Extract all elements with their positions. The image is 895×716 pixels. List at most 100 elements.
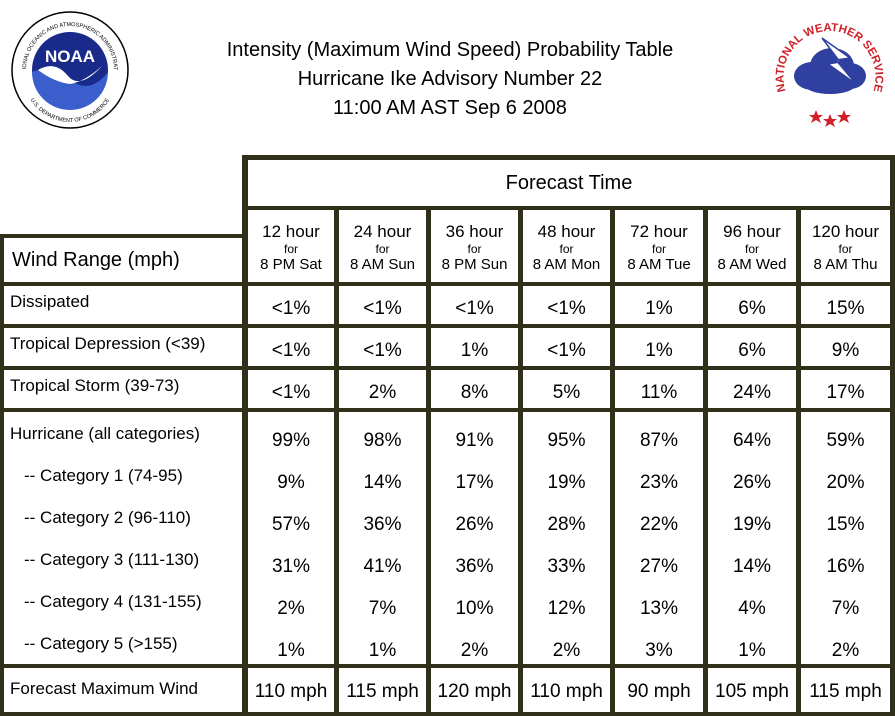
probability-value: 9%	[831, 340, 860, 361]
row-1-value-cell: 9%	[801, 328, 890, 366]
probability-value: 7%	[831, 598, 860, 619]
probability-value: 27%	[639, 556, 679, 577]
probability-value: 19%	[732, 514, 772, 535]
row-2-value-cell: 17%	[801, 370, 890, 408]
page-title: Intensity (Maximum Wind Speed) Probabili…	[150, 36, 750, 123]
column-header-when: 8 AM Tue	[627, 256, 691, 273]
probability-value: 10%	[455, 598, 494, 619]
probability-value: 87%	[639, 430, 679, 451]
noaa-logo: NOAA NATIONAL OCEANIC AND ATMOSPHERIC AD…	[8, 6, 130, 130]
probability-value: 5%	[552, 382, 581, 403]
probability-value: 1%	[738, 640, 766, 661]
probability-value: 2%	[552, 640, 581, 661]
column-header: 120 hour for 8 AM Thu	[801, 210, 890, 282]
column-header-hours: 24 hour	[353, 222, 412, 241]
probability-value: 2%	[277, 598, 305, 619]
column-header-for: for	[651, 242, 666, 256]
column-header-when: 8 PM Sun	[441, 256, 508, 273]
title-line-3: 11:00 AM AST Sep 6 2008	[333, 97, 567, 119]
probability-value: 36%	[363, 514, 402, 535]
row-0-value-cell: <1%	[339, 286, 426, 324]
column-header-when: 8 AM Mon	[532, 256, 601, 273]
probability-value: <1%	[547, 340, 586, 361]
column-header-for: for	[559, 242, 574, 256]
probability-value: <1%	[547, 298, 586, 319]
column-header-when: 8 AM Sun	[349, 256, 416, 273]
probability-value: 28%	[547, 514, 586, 535]
probability-value: 20%	[826, 472, 865, 493]
row-0-value-cell: <1%	[248, 286, 334, 324]
column-header: 36 hour for 8 PM Sun	[431, 210, 518, 282]
probability-value: 99%	[271, 430, 311, 451]
probability-value: 14%	[732, 556, 772, 577]
row-2-value-cell: <1%	[248, 370, 334, 408]
probability-value: 14%	[363, 472, 402, 493]
probability-value: 13%	[639, 598, 679, 619]
row-2-value-cell: 11%	[615, 370, 703, 408]
hurricane-value-cell: 59% 20% 15% 16% 7% 2%	[801, 412, 890, 664]
probability-value: 11%	[640, 382, 678, 403]
row-label: -- Category 4 (131-155)	[24, 592, 202, 611]
max-wind-label-cell: Forecast Maximum Wind	[4, 668, 242, 712]
column-header: 24 hour for 8 AM Sun	[339, 210, 426, 282]
forecast-time-header: Forecast Time	[248, 160, 890, 206]
row-label: -- Category 1 (74-95)	[24, 466, 183, 485]
noaa-logo-text: NOAA	[45, 47, 95, 66]
row-label: -- Category 5 (>155)	[24, 634, 178, 653]
row-1-label-cell: Tropical Depression (<39)	[4, 328, 242, 366]
probability-value: 1%	[645, 298, 673, 319]
probability-value: 17%	[826, 382, 865, 403]
column-header-hours: 48 hour	[537, 222, 596, 241]
probability-value: 31%	[271, 556, 311, 577]
row-label: -- Category 3 (111-130)	[24, 550, 200, 569]
probability-value: 4%	[738, 598, 766, 619]
probability-value: <1%	[271, 340, 311, 361]
probability-value: 2%	[460, 640, 489, 661]
column-header: 96 hour for 8 AM Wed	[708, 210, 796, 282]
max-wind-label: Forecast Maximum Wind	[10, 679, 198, 698]
row-label: Hurricane (all categories)	[10, 424, 200, 443]
probability-value: 17%	[455, 472, 494, 493]
probability-value: 15%	[826, 298, 865, 319]
row-0-value-cell: 1%	[615, 286, 703, 324]
probability-value: 3%	[645, 640, 673, 661]
hurricane-value-cell: 98% 14% 36% 41% 7% 1%	[339, 412, 426, 664]
probability-value: <1%	[363, 298, 402, 319]
column-header-for: for	[744, 242, 759, 256]
hurricane-value-cell: 99% 9% 57% 31% 2% 1%	[248, 412, 334, 664]
row-label: Tropical Depression (<39)	[10, 334, 206, 353]
column-header-hours: 12 hour	[262, 222, 320, 241]
column-header: 72 hour for 8 AM Tue	[615, 210, 703, 282]
row-2-value-cell: 24%	[708, 370, 796, 408]
probability-value: 59%	[826, 430, 865, 451]
column-header-for: for	[838, 242, 853, 256]
row-1-value-cell: 1%	[431, 328, 518, 366]
column-header: 48 hour for 8 AM Mon	[523, 210, 610, 282]
row-1-value-cell: <1%	[523, 328, 610, 366]
probability-value: 64%	[732, 430, 772, 451]
column-header-when: 8 AM Wed	[717, 256, 787, 273]
row-0-value-cell: <1%	[431, 286, 518, 324]
max-wind-value: 115 mph	[801, 668, 890, 712]
max-wind-value: 120 mph	[431, 668, 518, 712]
probability-value: 1%	[460, 340, 489, 361]
title-line-1: Intensity (Maximum Wind Speed) Probabili…	[226, 39, 674, 61]
probability-value: 95%	[547, 430, 586, 451]
probability-value: 36%	[455, 556, 494, 577]
probability-value: 6%	[738, 340, 766, 361]
probability-value: 1%	[277, 640, 305, 661]
column-header-for: for	[283, 242, 298, 256]
column-header-when: 8 AM Thu	[813, 256, 878, 273]
probability-value: 33%	[547, 556, 586, 577]
title-line-2: Hurricane Ike Advisory Number 22	[297, 68, 603, 90]
probability-value: 91%	[455, 430, 494, 451]
row-2-value-cell: 5%	[523, 370, 610, 408]
probability-value: 2%	[831, 640, 860, 661]
column-header-hours: 120 hour	[811, 222, 880, 241]
probability-value: 26%	[732, 472, 772, 493]
probability-value: 12%	[547, 598, 586, 619]
probability-value: 57%	[271, 514, 311, 535]
column-header-when: 8 PM Sat	[260, 256, 322, 273]
row-label: Tropical Storm (39-73)	[10, 376, 180, 395]
probability-value: 8%	[460, 382, 489, 403]
